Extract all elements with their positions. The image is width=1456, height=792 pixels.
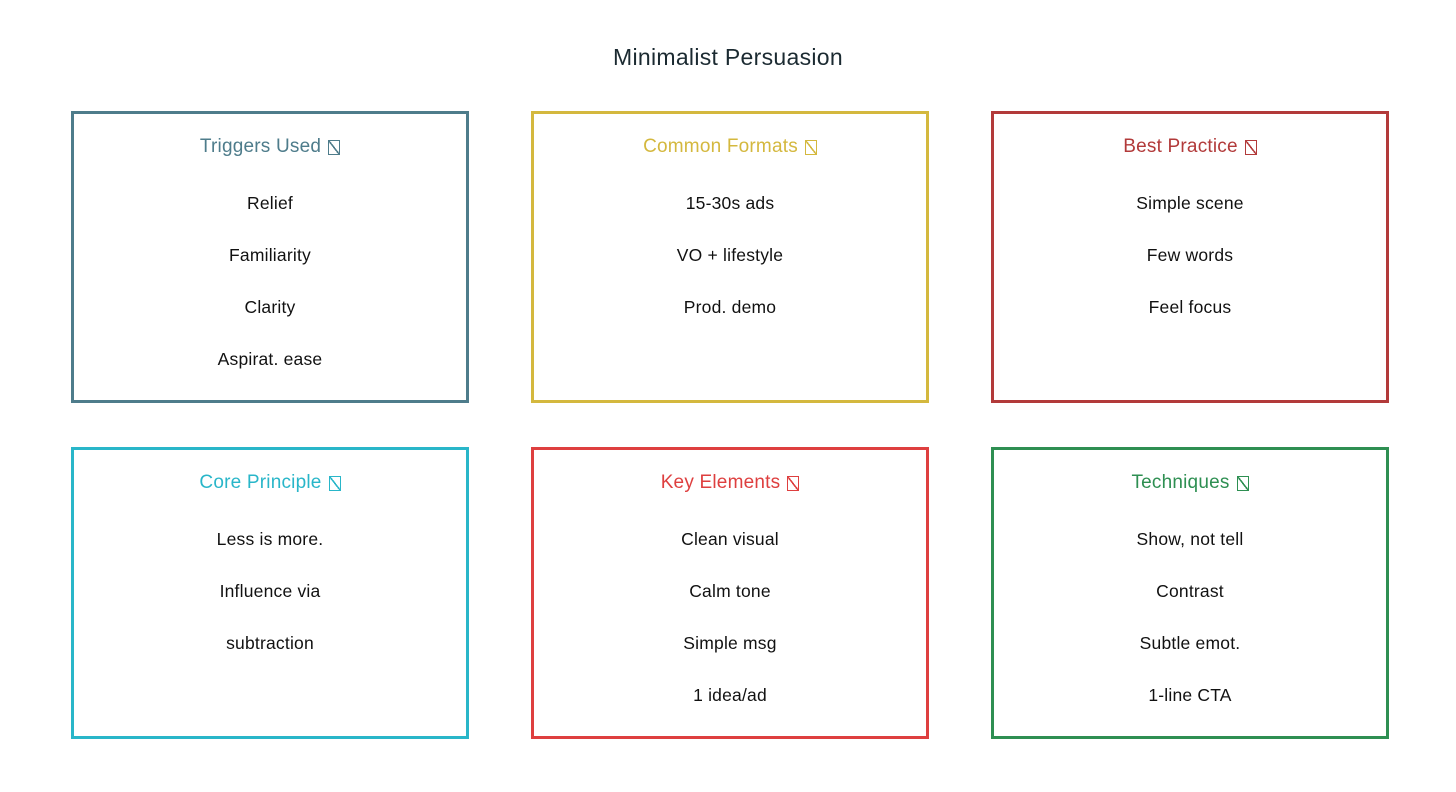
card-item: Influence via xyxy=(219,580,321,601)
card-items: 15-30s ads VO + lifestyle Prod. demo xyxy=(534,177,926,333)
card-item: Clean visual xyxy=(681,528,779,549)
card-item: 15-30s ads xyxy=(685,192,775,213)
cards-grid: Triggers Used Relief Familiarity Clarity As… xyxy=(71,111,1389,739)
card-item: Less is more. xyxy=(216,528,324,549)
card-items: Simple scene Few words Feel focus xyxy=(994,177,1386,333)
card-title-text: Triggers Used xyxy=(199,136,322,157)
missing-glyph-icon xyxy=(787,476,800,491)
missing-glyph-icon xyxy=(1236,476,1249,491)
card-item: Few words xyxy=(1146,244,1234,265)
card: Techniques Show, not tell Contrast Subtle … xyxy=(991,447,1389,739)
card-item: Calm tone xyxy=(689,580,771,601)
card-item: Clarity xyxy=(244,296,296,317)
card-title: Common Formats xyxy=(534,134,926,160)
card-title-text: Core Principle xyxy=(199,472,322,493)
card-item: Prod. demo xyxy=(683,296,777,317)
card-title: Key Elements xyxy=(534,470,926,496)
page-title: Minimalist Persuasion xyxy=(613,44,843,70)
card-title-text: Techniques xyxy=(1131,472,1230,493)
card-item: Show, not tell xyxy=(1136,528,1244,549)
card-item: Feel focus xyxy=(1148,296,1232,317)
card-item: Simple msg xyxy=(683,632,777,653)
card-title-text: Common Formats xyxy=(643,136,798,157)
card: Core Principle Less is more. Influence vi… xyxy=(71,447,469,739)
card-title: Best Practice xyxy=(994,134,1386,160)
missing-glyph-icon xyxy=(328,140,341,155)
card-item: VO + lifestyle xyxy=(676,244,784,265)
card-items: Less is more. Influence via subtraction xyxy=(74,513,466,669)
card-title: Techniques xyxy=(994,470,1386,496)
card-item: Aspirat. ease xyxy=(217,348,323,369)
card: Best Practice Simple scene Few words Feel … xyxy=(991,111,1389,403)
card-item: 1 idea/ad xyxy=(693,684,767,705)
card: Key Elements Clean visual Calm tone Simple… xyxy=(531,447,929,739)
card-title: Triggers Used xyxy=(74,134,466,160)
card-item: Relief xyxy=(247,192,293,213)
card: Common Formats 15-30s ads VO + lifestyle P… xyxy=(531,111,929,403)
card-items: Relief Familiarity Clarity Aspirat. ease xyxy=(74,177,466,385)
card-item: Subtle emot. xyxy=(1139,632,1241,653)
missing-glyph-icon xyxy=(804,140,817,155)
card-item: subtraction xyxy=(226,632,314,653)
card-title-text: Key Elements xyxy=(660,472,781,493)
missing-glyph-icon xyxy=(328,476,341,491)
card: Triggers Used Relief Familiarity Clarity As… xyxy=(71,111,469,403)
card-items: Show, not tell Contrast Subtle emot. 1-line… xyxy=(994,513,1386,721)
card-item: Familiarity xyxy=(229,244,311,265)
card-title-text: Best Practice xyxy=(1123,136,1238,157)
missing-glyph-icon xyxy=(1244,140,1257,155)
card-item: 1-line CTA xyxy=(1148,684,1232,705)
card-title: Core Principle xyxy=(74,470,466,496)
card-items: Clean visual Calm tone Simple msg 1 idea/ad xyxy=(534,513,926,721)
card-item: Simple scene xyxy=(1136,192,1244,213)
card-item: Contrast xyxy=(1156,580,1224,601)
